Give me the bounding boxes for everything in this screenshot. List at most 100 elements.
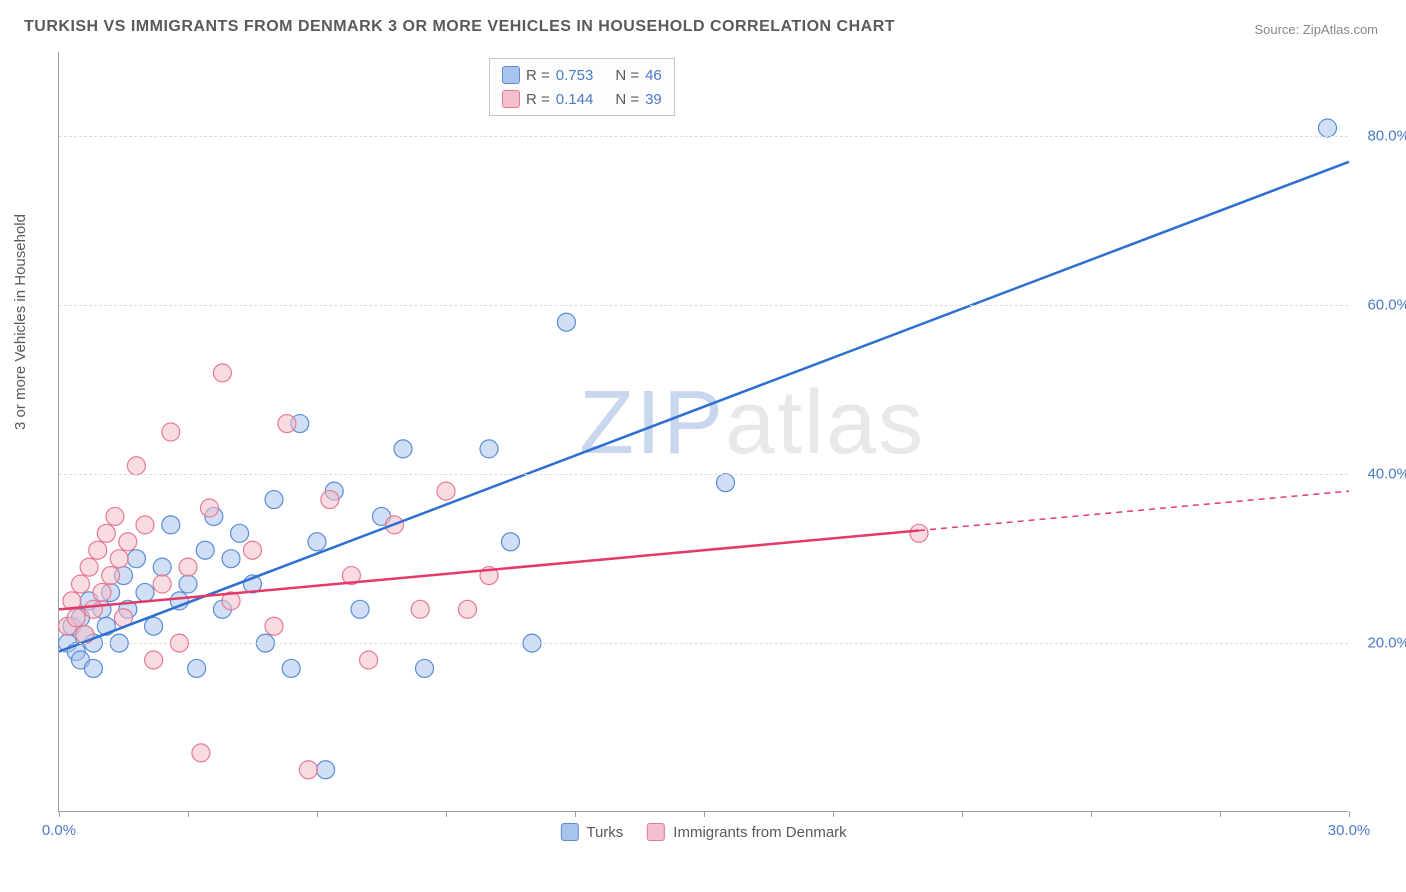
data-point [80, 558, 98, 576]
data-point [360, 651, 378, 669]
y-tick-label: 20.0% [1367, 635, 1406, 652]
data-point [213, 364, 231, 382]
y-tick-label: 60.0% [1367, 297, 1406, 314]
data-point [84, 600, 102, 618]
data-point [717, 474, 735, 492]
data-point [351, 600, 369, 618]
data-point [162, 516, 180, 534]
gridline [59, 305, 1348, 306]
data-point [179, 558, 197, 576]
data-point [265, 491, 283, 509]
data-point [557, 313, 575, 331]
x-tick [704, 811, 705, 817]
y-tick-label: 40.0% [1367, 466, 1406, 483]
data-point [119, 533, 137, 551]
x-tick [575, 811, 576, 817]
data-point [411, 600, 429, 618]
y-axis-label: 3 or more Vehicles in Household [12, 214, 29, 430]
data-point [192, 744, 210, 762]
x-tick [188, 811, 189, 817]
data-point [136, 516, 154, 534]
y-tick-label: 80.0% [1367, 128, 1406, 145]
series-legend: Turks Immigrants from Denmark [560, 823, 846, 841]
data-point [106, 507, 124, 525]
legend-item-denmark: Immigrants from Denmark [647, 823, 846, 841]
legend-label-turks: Turks [586, 824, 623, 841]
trend-line [59, 162, 1349, 652]
x-tick [446, 811, 447, 817]
n-value-turks: 46 [645, 67, 662, 84]
legend-label-denmark: Immigrants from Denmark [673, 824, 846, 841]
data-point [480, 440, 498, 458]
data-point [145, 617, 163, 635]
n-label: N = [615, 91, 639, 108]
data-point [110, 550, 128, 568]
data-point [136, 583, 154, 601]
data-point [145, 651, 163, 669]
n-label: N = [615, 67, 639, 84]
correlation-legend: R = 0.753 N = 46 R = 0.144 N = 39 [489, 58, 675, 116]
data-point [231, 524, 249, 542]
data-point [265, 617, 283, 635]
r-label: R = [526, 91, 550, 108]
n-value-denmark: 39 [645, 91, 662, 108]
data-point [394, 440, 412, 458]
data-point [321, 491, 339, 509]
data-point [1319, 119, 1337, 137]
data-point [102, 567, 120, 585]
x-tick [1220, 811, 1221, 817]
data-point [459, 600, 477, 618]
data-point [910, 524, 928, 542]
gridline [59, 474, 1348, 475]
swatch-turks [502, 66, 520, 84]
x-tick [1091, 811, 1092, 817]
data-point [188, 659, 206, 677]
data-point [72, 575, 90, 593]
r-value-turks: 0.753 [556, 67, 594, 84]
x-tick-label: 30.0% [1328, 822, 1371, 839]
data-point [179, 575, 197, 593]
data-point [201, 499, 219, 517]
x-tick [317, 811, 318, 817]
data-point [67, 609, 85, 627]
swatch-denmark [502, 90, 520, 108]
data-point [317, 761, 335, 779]
gridline [59, 136, 1348, 137]
gridline [59, 643, 1348, 644]
legend-row-turks: R = 0.753 N = 46 [502, 63, 662, 87]
data-point [89, 541, 107, 559]
data-point [502, 533, 520, 551]
swatch-denmark [647, 823, 665, 841]
r-label: R = [526, 67, 550, 84]
data-point [244, 541, 262, 559]
data-point [162, 423, 180, 441]
data-point [153, 558, 171, 576]
x-tick [59, 811, 60, 817]
data-point [282, 659, 300, 677]
data-point [93, 583, 111, 601]
legend-row-denmark: R = 0.144 N = 39 [502, 87, 662, 111]
data-point [97, 524, 115, 542]
data-point [222, 550, 240, 568]
data-point [127, 457, 145, 475]
data-point [299, 761, 317, 779]
data-point [416, 659, 434, 677]
x-tick-label: 0.0% [42, 822, 76, 839]
data-point [153, 575, 171, 593]
chart-plot-area: ZIPatlas R = 0.753 N = 46 R = 0.144 N = … [58, 52, 1348, 812]
legend-item-turks: Turks [560, 823, 623, 841]
data-point [84, 659, 102, 677]
x-tick [962, 811, 963, 817]
source-label: Source: ZipAtlas.com [1254, 22, 1378, 37]
data-point [278, 415, 296, 433]
r-value-denmark: 0.144 [556, 91, 594, 108]
trend-line-dashed [919, 491, 1349, 530]
scatter-svg [59, 52, 1348, 811]
data-point [308, 533, 326, 551]
data-point [437, 482, 455, 500]
x-tick [833, 811, 834, 817]
data-point [196, 541, 214, 559]
x-tick [1349, 811, 1350, 817]
swatch-turks [560, 823, 578, 841]
data-point [127, 550, 145, 568]
